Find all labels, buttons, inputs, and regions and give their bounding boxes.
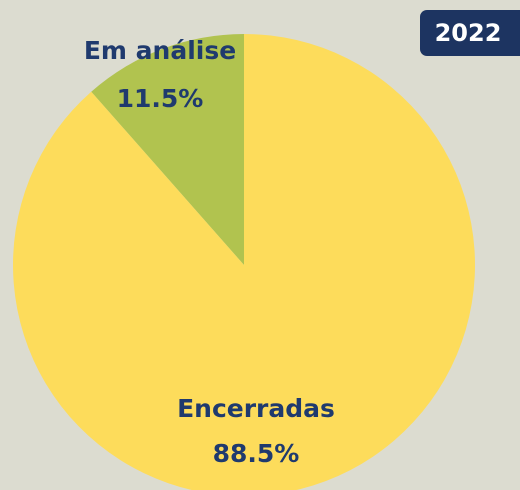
slice-value: 88.5% <box>213 439 300 468</box>
chart-title: 2022 <box>435 19 502 47</box>
pie-slice <box>13 34 475 490</box>
pie-slice <box>91 34 244 265</box>
slice-label: Encerradas <box>177 394 335 423</box>
year-badge <box>420 10 520 56</box>
slice-value: 11.5% <box>117 84 204 113</box>
slice-label: Em análise <box>84 36 236 65</box>
